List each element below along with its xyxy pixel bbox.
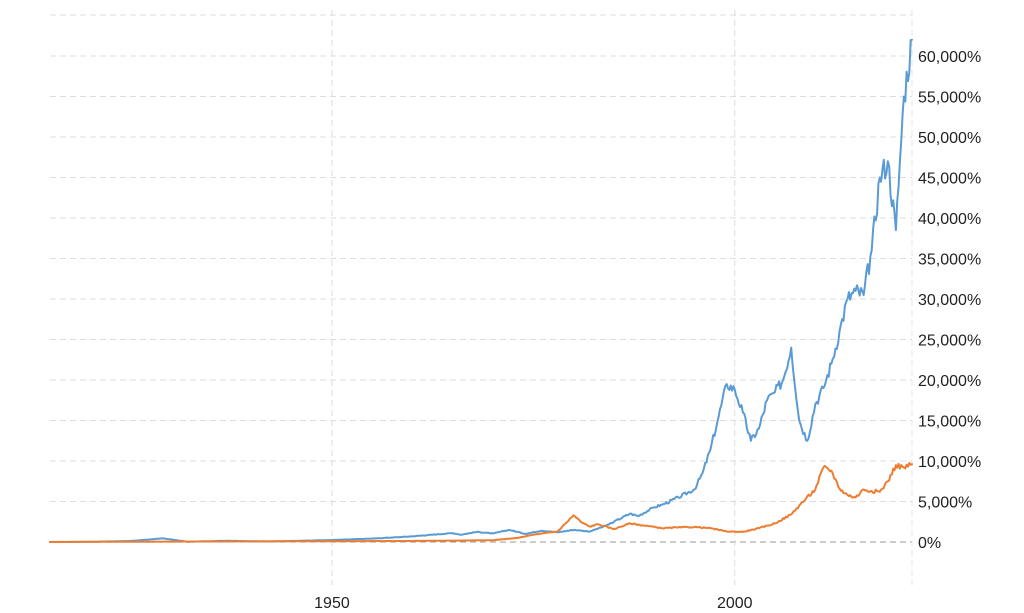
y-tick-label: 20,000%	[918, 373, 981, 390]
y-tick-label: 60,000%	[918, 49, 981, 66]
grid-layer	[50, 10, 913, 585]
y-tick-label: 25,000%	[918, 333, 981, 350]
series-line-1	[49, 38, 913, 543]
y-tick-label: 40,000%	[918, 211, 981, 228]
y-tick-label: 50,000%	[918, 130, 981, 147]
y-tick-label: 0%	[918, 535, 941, 552]
series-line-2	[49, 462, 913, 543]
y-tick-label: 5,000%	[918, 495, 972, 512]
y-tick-label: 55,000%	[918, 90, 981, 107]
y-tick-label: 10,000%	[918, 454, 981, 471]
y-tick-label: 30,000%	[918, 292, 981, 309]
x-axis-ticks: 1950 2000	[314, 595, 752, 612]
series-layer	[49, 38, 913, 543]
x-tick-label: 2000	[717, 595, 753, 612]
y-tick-label: 35,000%	[918, 252, 981, 269]
x-tick-label: 1950	[314, 595, 350, 612]
y-axis-ticks: 0% 5,000% 10,000% 15,000% 20,000% 25,000% 30,0…	[918, 49, 981, 552]
y-tick-label: 15,000%	[918, 414, 981, 431]
y-tick-label: 45,000%	[918, 171, 981, 188]
